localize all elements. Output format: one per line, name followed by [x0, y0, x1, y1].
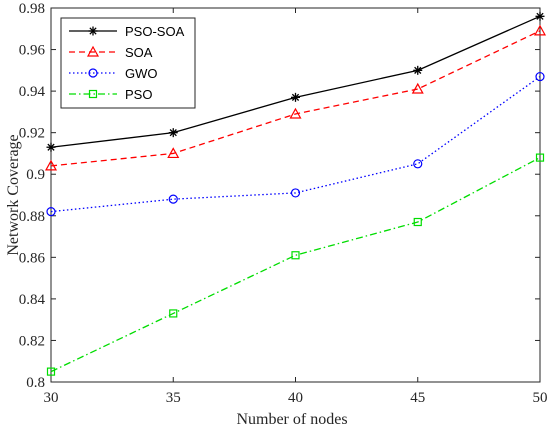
data-point-gwo — [46, 207, 56, 217]
x-tick-label: 45 — [410, 390, 425, 406]
data-point-soa — [289, 107, 302, 119]
x-tick-label: 40 — [288, 390, 303, 406]
legend-marker-pso — [88, 89, 98, 99]
legend-marker-soa — [86, 45, 100, 57]
y-tick-label: 0.98 — [19, 1, 45, 17]
legend-label-pso: PSO — [125, 87, 152, 102]
legend-marker-pso-soa — [88, 26, 98, 36]
y-tick-label: 0.96 — [19, 43, 46, 59]
legend-label-gwo: GWO — [125, 66, 158, 81]
data-point-pso — [169, 309, 178, 318]
x-tick-label: 30 — [44, 390, 59, 406]
y-axis-label: Network Coverage — [5, 134, 22, 255]
y-tick-label: 0.86 — [19, 250, 46, 266]
y-tick-label: 0.88 — [19, 209, 45, 225]
legend-marker-gwo — [88, 68, 98, 78]
y-tick-label: 0.92 — [19, 126, 45, 142]
y-tick-label: 0.82 — [19, 333, 45, 349]
y-tick-label: 0.84 — [19, 292, 46, 308]
series-line-soa — [50, 30, 541, 167]
legend-label-soa: SOA — [125, 45, 153, 60]
plot-area: 30 35 40 45 50 0.8 0.82 0.84 0.86 0.88 0.9 0.92 0.94… — [19, 1, 548, 406]
data-point-pso-soa — [535, 11, 545, 21]
legend: PSO-SOA SOA GWO PSO — [60, 17, 196, 109]
data-point-soa — [533, 24, 547, 36]
data-point-gwo — [168, 194, 178, 204]
data-point-pso — [535, 153, 545, 162]
data-point-pso-soa — [291, 92, 300, 102]
data-point-pso — [291, 251, 300, 260]
data-point-soa — [167, 147, 180, 159]
data-point-pso — [413, 217, 422, 227]
data-point-pso-soa — [46, 142, 56, 152]
data-point-gwo — [290, 188, 301, 198]
data-point-pso-soa — [168, 128, 178, 138]
legend-box — [60, 17, 196, 109]
data-point-soa — [411, 82, 424, 94]
x-axis-label: Number of nodes — [236, 411, 347, 428]
x-tick-label: 50 — [533, 390, 548, 406]
series-line-pso — [50, 157, 541, 373]
x-tick-label: 35 — [166, 390, 181, 406]
series-line-gwo — [50, 76, 541, 213]
data-point-soa — [44, 159, 58, 171]
y-tick-label: 0.94 — [19, 84, 46, 100]
data-point-pso — [46, 367, 56, 376]
legend-label-pso-soa: PSO-SOA — [125, 24, 185, 39]
y-tick-label: 0.8 — [26, 375, 45, 391]
data-point-gwo — [413, 159, 423, 169]
y-tick-label: 0.9 — [26, 167, 45, 183]
data-point-pso-soa — [413, 65, 423, 75]
data-point-gwo — [535, 71, 545, 82]
